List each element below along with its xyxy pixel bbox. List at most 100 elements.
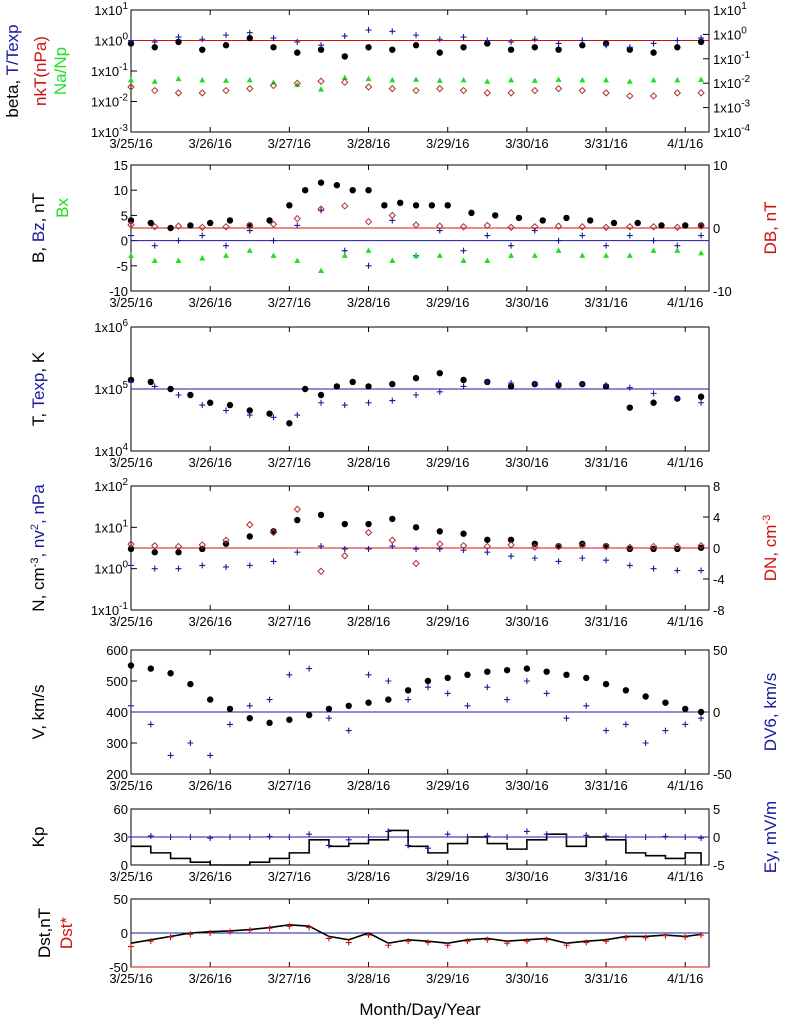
left-tick-label-beta-4-exp: 1 [122, 1, 128, 12]
point-V-1-26 [642, 740, 649, 746]
right-tick-label-beta-4-exp: 0 [741, 25, 747, 36]
point-beta-3-6 [269, 81, 278, 90]
point-V-0-3 [187, 680, 194, 688]
point-beta-2-18 [555, 76, 562, 82]
point-N-1-16 [508, 553, 515, 560]
y-label-texp-part: T/Texp [3, 24, 22, 75]
point-Kp-1-8 [286, 834, 293, 840]
point-beta-1-6 [270, 35, 277, 42]
point-B-3-23 [673, 223, 682, 232]
point-Dst-1-2 [167, 934, 174, 941]
point-V-0-1 [147, 665, 154, 672]
point-T-0-6 [246, 407, 253, 414]
x-tick-label-B-0: 3/25/16 [109, 295, 152, 310]
point-B-3-17 [531, 223, 539, 231]
left-tick-label-Kp-1: 30 [114, 830, 128, 845]
left-tick-label-beta-1-exp: -2 [119, 93, 128, 104]
point-beta-1-16 [508, 38, 515, 45]
point-N-2-2 [174, 542, 183, 551]
point-N-2-24 [697, 541, 705, 550]
point-Kp-1-25 [622, 834, 629, 840]
point-B-2-2 [175, 257, 182, 263]
point-V-0-26 [642, 693, 649, 700]
point-V-1-1 [147, 721, 154, 728]
point-B-0-25 [610, 219, 618, 227]
point-beta-0-9 [341, 53, 348, 60]
point-B-3-2 [174, 222, 183, 230]
right-tick-label-N-0: -8 [713, 603, 725, 618]
point-beta-0-11 [389, 46, 396, 53]
point-B-1-4 [223, 242, 230, 249]
x-tick-label-beta-2: 3/27/16 [268, 136, 311, 151]
point-Kp-1-18 [484, 832, 491, 839]
x-tick-label-beta-7: 4/1/16 [667, 136, 703, 151]
point-beta-3-0 [127, 83, 135, 91]
y-axis-label-Kp: Kp [29, 827, 48, 848]
point-N-2-23 [673, 542, 682, 551]
point-V-0-9 [305, 711, 313, 719]
x-tick-label-V-4: 3/29/16 [426, 778, 469, 793]
point-V-0-18 [484, 668, 491, 675]
left-tick-label-V-2: 400 [106, 705, 128, 720]
point-beta-1-22 [650, 40, 657, 47]
point-V-0-22 [563, 671, 570, 678]
series-T-1 [128, 378, 705, 421]
point-B-3-5 [246, 221, 254, 230]
point-B-0-0 [127, 217, 135, 224]
point-B-0-2 [167, 224, 174, 232]
point-Dst-1-26 [642, 934, 649, 941]
y-label-b-part-0: B, [29, 242, 48, 263]
y-label-beta: beta, T/Texp [3, 24, 22, 117]
point-beta-1-15 [484, 37, 491, 44]
point-beta-2-22 [650, 76, 657, 83]
point-T-1-17 [531, 381, 538, 388]
right-axis-label-V: DV6, km/s [761, 673, 780, 751]
right-axis-label-text-N: DN, cm [761, 525, 780, 582]
point-T-1-16 [508, 379, 515, 386]
point-B-1-14 [460, 247, 467, 254]
point-beta-3-18 [554, 84, 563, 93]
point-beta-2-11 [389, 76, 396, 83]
point-T-1-6 [270, 414, 277, 421]
right-tick-label-N-3: 4 [713, 510, 720, 525]
point-V-1-7 [266, 696, 273, 703]
point-T-0-9 [301, 385, 309, 393]
x-tick-label-Kp-1: 3/26/16 [188, 869, 231, 884]
point-B-3-20 [602, 223, 610, 232]
point-B-3-9 [341, 202, 349, 210]
point-V-1-3 [187, 740, 194, 746]
panel-Kp: 0 30 60 -5 0 5 3/25/16 3/26/16 3/27/16 3/28/16 3/2… [29, 801, 780, 884]
point-B-3-7 [293, 214, 301, 223]
right-axis-label-N: DN, cm-3 [761, 515, 780, 581]
x-tick-label-V-2: 3/27/16 [268, 778, 311, 793]
point-Dst-1-16 [444, 942, 451, 949]
point-Dst-1-22 [563, 942, 570, 949]
series-B-3 [127, 202, 705, 232]
point-Dst-1-27 [662, 932, 669, 939]
point-Dst-1-25 [622, 934, 629, 941]
point-beta-1-8 [318, 42, 325, 49]
right-tick-label-beta-0: 1x10-4 [713, 123, 751, 140]
point-B-0-11 [333, 181, 341, 189]
x-tick-label-B-4: 3/29/16 [426, 295, 469, 310]
point-B-1-19 [579, 232, 586, 239]
point-N-1-5 [246, 562, 253, 569]
point-B-2-13 [436, 252, 443, 258]
point-beta-3-8 [317, 77, 325, 85]
point-N-1-6 [270, 558, 277, 565]
point-Kp-1-11 [345, 836, 352, 843]
point-beta-1-21 [626, 44, 633, 51]
right-axis-label-sup-N: -3 [761, 515, 773, 525]
x-tick-label-Kp-7: 4/1/16 [667, 869, 703, 884]
right-tick-label-Kp-0: -5 [713, 858, 725, 873]
point-T-1-22 [650, 390, 657, 397]
point-V-1-27 [662, 727, 669, 734]
point-B-0-24 [587, 217, 594, 224]
point-N-1-21 [626, 562, 633, 569]
point-T-1-21 [626, 384, 633, 391]
point-B-2-23 [674, 247, 681, 253]
x-tick-label-N-1: 3/26/16 [188, 614, 231, 629]
left-tick-label-V-1: 300 [106, 736, 128, 751]
point-Kp-1-6 [246, 834, 253, 840]
point-beta-1-4 [223, 32, 230, 39]
